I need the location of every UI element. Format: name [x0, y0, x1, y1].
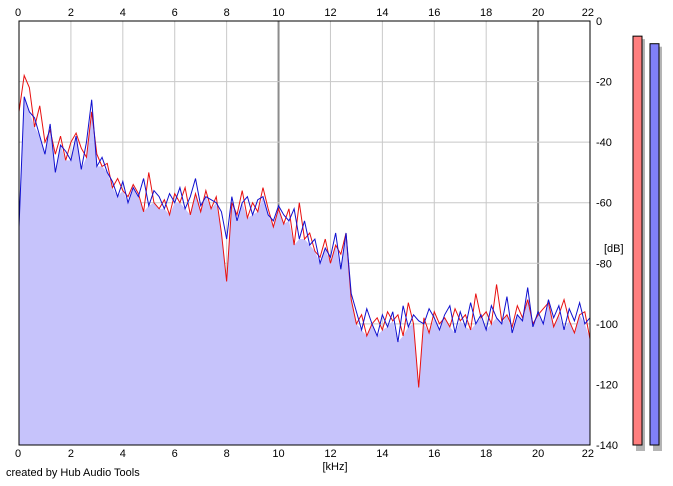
x-tick-label: 10	[272, 7, 284, 19]
x-tick-label: 12	[324, 7, 336, 19]
x-tick-label: 8	[224, 448, 230, 460]
x-tick-label: 14	[376, 448, 388, 460]
x-tick-label: 18	[480, 448, 492, 460]
y-tick-label: 0	[596, 16, 602, 28]
series-lines	[18, 73, 591, 388]
x-tick-label: 6	[172, 7, 178, 19]
x-tick-labels-top: 0 2 4 6 8 10 12 14 16 18 20 22	[15, 7, 594, 19]
x-tick-label: 4	[120, 7, 126, 19]
meter-bar-left	[632, 35, 643, 446]
y-tick-label: -100	[596, 319, 618, 331]
y-tick-label: -60	[596, 198, 612, 210]
spectrum-fill	[19, 96, 590, 445]
spectrum-fill-area	[19, 96, 590, 445]
credit-text: created by Hub Audio Tools	[6, 467, 140, 479]
y-tick-label: -20	[596, 77, 612, 89]
x-tick-label: 20	[532, 448, 544, 460]
x-tick-label: 8	[224, 7, 230, 19]
x-tick-label: 22	[582, 448, 594, 460]
series-line-red	[18, 73, 591, 388]
y-tick-label: -40	[596, 137, 612, 149]
y-tick-label: -80	[596, 258, 612, 270]
x-tick-label: 4	[120, 448, 126, 460]
x-tick-label: 10	[272, 448, 284, 460]
y-tick-labels: 0 -20 -40 -60 -80 -100 -120 -140	[596, 16, 618, 452]
x-tick-label: 12	[324, 448, 336, 460]
series-line-blue	[18, 96, 591, 343]
x-tick-labels-bottom: 0 2 4 6 8 10 12 14 16 18 20 22	[15, 448, 594, 460]
x-tick-label: 22	[582, 7, 594, 19]
x-tick-label: 16	[428, 448, 440, 460]
x-tick-label: 20	[532, 7, 544, 19]
x-tick-label: 2	[68, 7, 74, 19]
plot-border	[18, 20, 591, 446]
x-tick-label: 16	[428, 7, 440, 19]
y-axis-label: [dB]	[604, 243, 624, 255]
x-tick-label: 2	[68, 448, 74, 460]
level-meters	[632, 35, 662, 452]
x-tick-label: 0	[15, 448, 21, 460]
x-tick-label: 0	[15, 7, 21, 19]
x-axis-label: [kHz]	[322, 461, 348, 473]
x-tick-label: 14	[376, 7, 388, 19]
y-tick-label: -120	[596, 379, 618, 391]
x-tick-label: 6	[172, 448, 178, 460]
x-tick-label: 18	[480, 7, 492, 19]
y-tick-label: -140	[596, 440, 618, 452]
meter-bar-right	[649, 43, 660, 446]
